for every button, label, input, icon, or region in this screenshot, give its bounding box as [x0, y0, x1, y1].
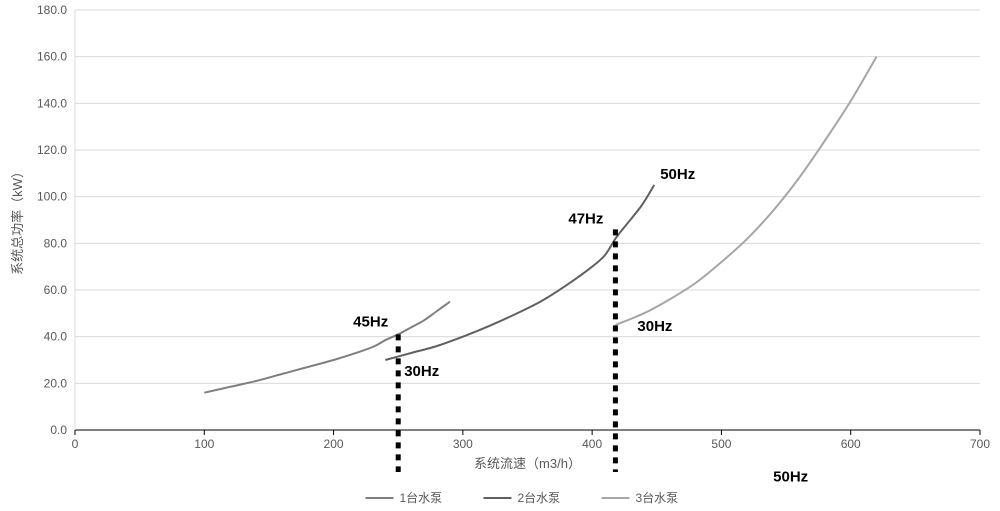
x-tick-label: 600: [841, 437, 861, 451]
x-tick-label: 700: [970, 437, 990, 451]
y-tick-label: 60.0: [44, 283, 68, 297]
annotation-label: 30Hz: [404, 363, 439, 380]
annotation-label: 47Hz: [568, 210, 603, 227]
y-tick-label: 0.0: [50, 423, 67, 437]
x-tick-label: 200: [324, 437, 344, 451]
x-tick-label: 500: [711, 437, 731, 451]
x-tick-label: 0: [72, 437, 79, 451]
power-vs-flow-chart: 0.0 20.0 40.0 60.0 80.0 100.0 120.0 140.0 160.0 1…: [0, 0, 1000, 511]
annotation-label: 50Hz: [660, 166, 695, 183]
y-tick-label: 180.0: [37, 3, 67, 17]
annotation-label: 50Hz: [773, 468, 808, 485]
y-axis-title: 系统总功率（kW）: [10, 165, 25, 275]
x-tick-label: 300: [453, 437, 473, 451]
series-line: [615, 57, 876, 325]
x-tick-label: 100: [194, 437, 214, 451]
y-tick-label: 140.0: [37, 96, 67, 110]
x-axis-title: 系统流速（m3/h）: [474, 456, 581, 471]
legend-label: 2台水泵: [518, 490, 561, 505]
y-tick-label: 160.0: [37, 50, 67, 64]
y-tick-label: 40.0: [44, 330, 68, 344]
y-tick-label: 100.0: [37, 190, 67, 204]
series-line: [385, 185, 654, 360]
legend-label: 3台水泵: [636, 490, 679, 505]
annotation-label: 30Hz: [637, 318, 672, 335]
chart-container: 0.0 20.0 40.0 60.0 80.0 100.0 120.0 140.0 160.0 1…: [0, 0, 1000, 511]
y-tick-label: 120.0: [37, 143, 67, 157]
y-tick-label: 20.0: [44, 376, 68, 390]
annotation-label: 45Hz: [353, 313, 388, 330]
y-tick-label: 80.0: [44, 236, 68, 250]
legend-label: 1台水泵: [400, 490, 443, 505]
x-tick-label: 400: [582, 437, 602, 451]
